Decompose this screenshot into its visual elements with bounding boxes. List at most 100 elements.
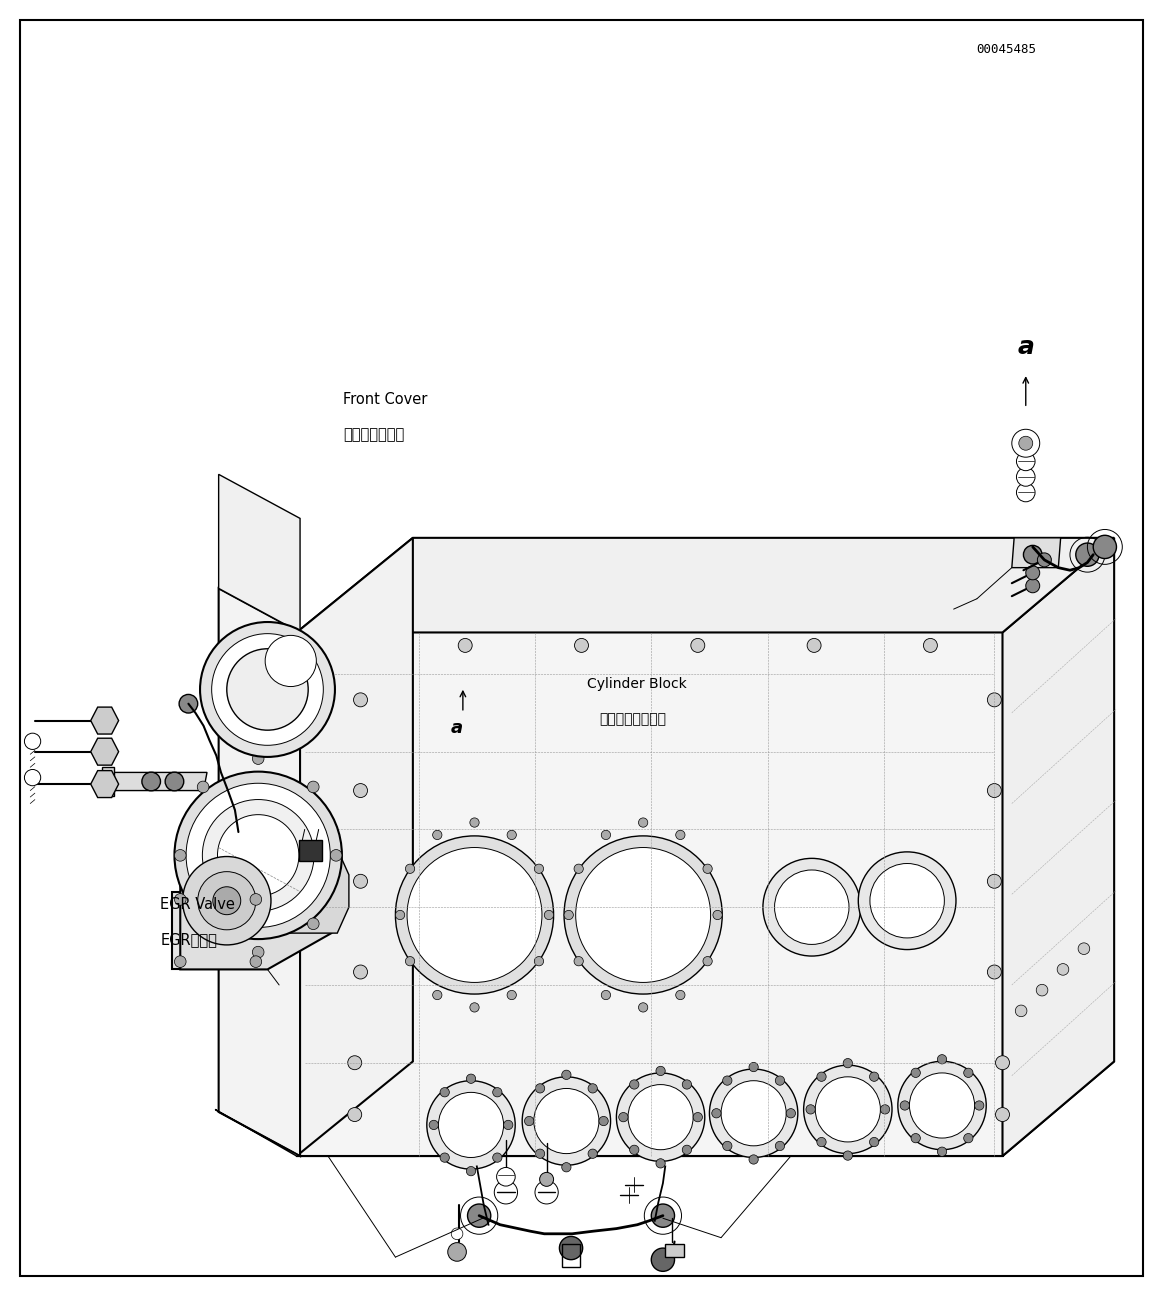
Bar <box>665 1244 684 1257</box>
Circle shape <box>575 639 588 652</box>
Polygon shape <box>1003 538 1114 1156</box>
Circle shape <box>702 864 712 874</box>
Circle shape <box>307 781 319 793</box>
Circle shape <box>683 1146 692 1155</box>
Circle shape <box>870 1138 879 1147</box>
Circle shape <box>909 1073 975 1138</box>
Circle shape <box>24 770 41 785</box>
Circle shape <box>330 850 342 861</box>
Circle shape <box>174 850 186 861</box>
Circle shape <box>588 1083 598 1093</box>
Circle shape <box>564 836 722 994</box>
Circle shape <box>562 1070 571 1080</box>
Circle shape <box>900 1100 909 1111</box>
Circle shape <box>651 1248 675 1271</box>
Circle shape <box>186 783 330 928</box>
Circle shape <box>1012 429 1040 457</box>
Circle shape <box>212 634 323 745</box>
Bar <box>299 840 322 861</box>
Circle shape <box>406 956 415 966</box>
Circle shape <box>656 1067 665 1076</box>
Circle shape <box>458 639 472 652</box>
Polygon shape <box>215 1109 300 1156</box>
Circle shape <box>217 815 299 896</box>
Circle shape <box>749 1155 758 1164</box>
Circle shape <box>1078 943 1090 954</box>
Circle shape <box>198 781 209 793</box>
Circle shape <box>638 818 648 827</box>
Polygon shape <box>219 588 300 1156</box>
Circle shape <box>564 910 573 920</box>
Circle shape <box>987 693 1001 706</box>
Circle shape <box>174 771 342 940</box>
Circle shape <box>599 1116 608 1126</box>
Circle shape <box>534 864 543 874</box>
Circle shape <box>1076 543 1099 566</box>
Circle shape <box>504 1120 513 1130</box>
Circle shape <box>174 956 186 967</box>
Circle shape <box>638 1003 648 1012</box>
Circle shape <box>870 1072 879 1081</box>
Text: 00045485: 00045485 <box>976 43 1036 56</box>
Circle shape <box>307 918 319 929</box>
Circle shape <box>628 1085 693 1150</box>
Circle shape <box>1026 579 1040 592</box>
Circle shape <box>629 1146 638 1155</box>
Circle shape <box>438 1093 504 1157</box>
Circle shape <box>651 1204 675 1227</box>
Circle shape <box>987 875 1001 888</box>
Circle shape <box>1093 535 1116 559</box>
Circle shape <box>1023 546 1042 564</box>
Polygon shape <box>107 772 207 791</box>
Polygon shape <box>1012 538 1061 568</box>
Polygon shape <box>297 632 1003 1156</box>
Circle shape <box>804 1065 892 1153</box>
Circle shape <box>713 910 722 920</box>
Circle shape <box>763 858 861 956</box>
Polygon shape <box>219 474 300 632</box>
Circle shape <box>470 1003 479 1012</box>
Circle shape <box>815 1077 880 1142</box>
Circle shape <box>395 910 405 920</box>
Circle shape <box>468 1204 491 1227</box>
Circle shape <box>601 990 611 999</box>
Circle shape <box>466 1074 476 1083</box>
Circle shape <box>858 851 956 950</box>
Circle shape <box>427 1081 515 1169</box>
Circle shape <box>179 695 198 713</box>
Circle shape <box>786 1108 795 1118</box>
Circle shape <box>1057 964 1069 975</box>
Text: EGR Valve: EGR Valve <box>160 897 235 912</box>
Circle shape <box>722 1142 732 1151</box>
Text: a: a <box>451 719 463 737</box>
Circle shape <box>1037 553 1051 566</box>
Circle shape <box>200 622 335 757</box>
Circle shape <box>183 857 271 945</box>
Polygon shape <box>273 849 349 933</box>
Circle shape <box>709 1069 798 1157</box>
Circle shape <box>619 1112 628 1122</box>
Circle shape <box>213 886 241 915</box>
Circle shape <box>433 831 442 840</box>
Circle shape <box>407 848 542 982</box>
Circle shape <box>507 831 516 840</box>
Circle shape <box>448 1243 466 1261</box>
Circle shape <box>683 1080 692 1089</box>
Circle shape <box>775 870 849 945</box>
Circle shape <box>198 918 209 929</box>
Circle shape <box>522 1077 611 1165</box>
Circle shape <box>429 1120 438 1130</box>
Circle shape <box>165 772 184 791</box>
Circle shape <box>575 956 584 966</box>
Circle shape <box>749 1063 758 1072</box>
Circle shape <box>493 1153 502 1163</box>
Circle shape <box>807 639 821 652</box>
Text: Front Cover: Front Cover <box>343 391 428 407</box>
Circle shape <box>880 1104 890 1115</box>
Circle shape <box>354 693 368 706</box>
Circle shape <box>440 1153 449 1163</box>
Circle shape <box>198 872 256 929</box>
Circle shape <box>987 966 1001 978</box>
Circle shape <box>174 894 186 905</box>
Circle shape <box>1016 483 1035 502</box>
